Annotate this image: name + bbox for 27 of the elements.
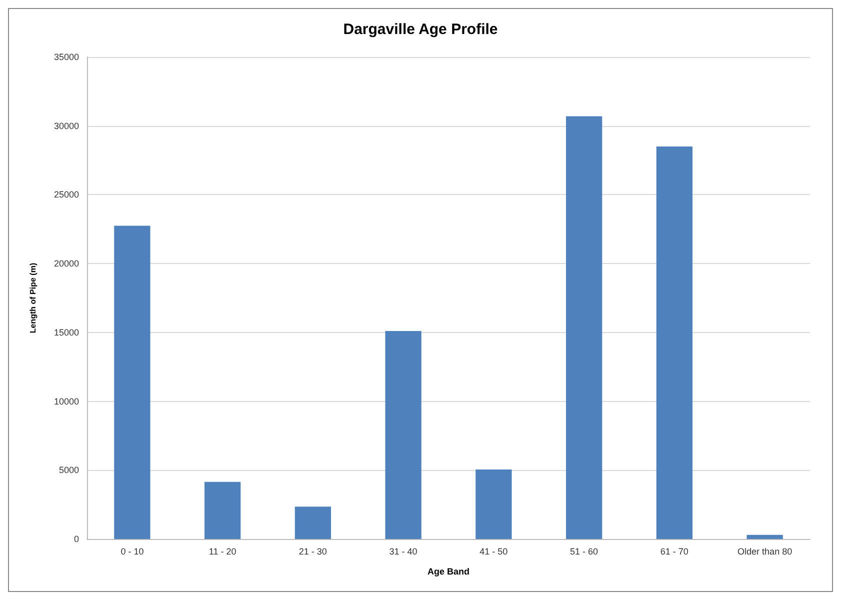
y-tick-label: 0 <box>74 534 79 544</box>
bar <box>114 226 150 539</box>
y-tick-label: 15000 <box>54 327 79 338</box>
bar <box>476 469 512 539</box>
x-axis-title: Age Band <box>427 566 470 576</box>
y-tick-label: 20000 <box>54 258 79 269</box>
x-tick-label: 61 - 70 <box>660 546 688 556</box>
x-tick-label: 11 - 20 <box>208 546 236 556</box>
bar <box>746 534 783 539</box>
bar <box>385 331 422 539</box>
y-axis-title: Length of Pipe (m) <box>28 262 38 334</box>
bar <box>204 482 241 539</box>
x-tick-label: Older than 80 <box>738 546 792 556</box>
bar <box>294 506 332 539</box>
bar <box>656 146 693 539</box>
y-tick-label: 35000 <box>54 52 79 62</box>
y-tick-label: 30000 <box>54 120 79 131</box>
y-tick-label: 10000 <box>54 396 79 406</box>
chart-title: Dargaville Age Profile <box>343 21 498 38</box>
y-tick-label: 25000 <box>54 190 79 200</box>
x-tick-label: 0 - 10 <box>120 546 144 556</box>
x-tick-label: 41 - 50 <box>480 546 508 556</box>
x-tick-label: 21 - 30 <box>298 546 327 556</box>
x-tick-label: 51 - 60 <box>570 546 598 556</box>
y-tick-label: 5000 <box>58 465 79 476</box>
x-tick-label: 31 - 40 <box>389 546 418 556</box>
bar <box>566 116 602 539</box>
